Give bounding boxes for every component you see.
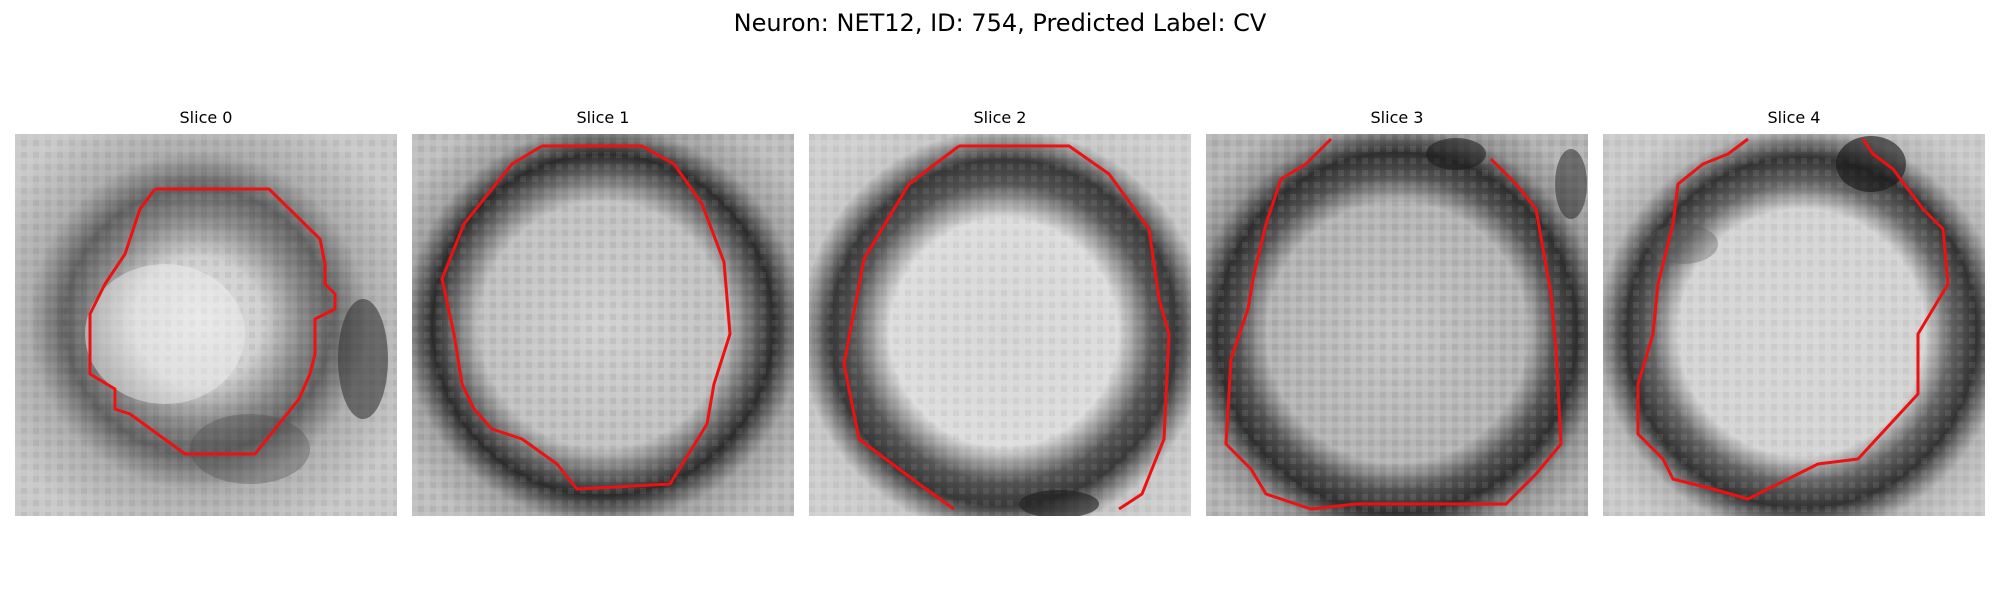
dark-region-0b bbox=[190, 414, 310, 484]
bright-center-0 bbox=[85, 264, 245, 404]
slice-texture-2 bbox=[809, 134, 1191, 516]
slice-image-3 bbox=[1206, 134, 1588, 516]
figure-title: Neuron: NET12, ID: 754, Predicted Label:… bbox=[733, 9, 1267, 37]
slice-image-4 bbox=[1603, 134, 1985, 516]
dark-region-3 bbox=[1426, 138, 1486, 170]
slice-title-0: Slice 0 bbox=[179, 108, 233, 127]
dark-region-3b bbox=[1555, 149, 1587, 219]
dark-region-4b bbox=[1648, 224, 1718, 264]
contour-2 bbox=[959, 144, 1171, 511]
slice-image-2 bbox=[809, 134, 1191, 516]
dark-region-0 bbox=[338, 299, 388, 419]
slice-texture-0 bbox=[15, 134, 397, 516]
dark-region-2 bbox=[1019, 490, 1099, 516]
slice-title-1: Slice 1 bbox=[576, 108, 630, 127]
slice-image-1 bbox=[412, 134, 794, 516]
contour-1 bbox=[440, 144, 732, 491]
slice-texture-1 bbox=[412, 134, 794, 516]
slice-texture-4 bbox=[1603, 134, 1985, 516]
contour-0 bbox=[88, 187, 337, 456]
contour-2-b bbox=[842, 144, 960, 511]
slice-title-3: Slice 3 bbox=[1370, 108, 1424, 127]
slice-panel-2: Slice 2 bbox=[809, 108, 1191, 516]
slice-panel-1: Slice 1 bbox=[412, 108, 794, 516]
slice-title-2: Slice 2 bbox=[973, 108, 1027, 127]
slice-title-4: Slice 4 bbox=[1767, 108, 1821, 127]
contour-4 bbox=[1636, 137, 1950, 501]
contour-3 bbox=[1224, 137, 1563, 511]
dark-region-4 bbox=[1836, 136, 1906, 192]
slice-panel-4: Slice 4 bbox=[1603, 108, 1985, 516]
slice-panel-0: Slice 0 bbox=[15, 108, 397, 516]
slice-image-0 bbox=[15, 134, 397, 516]
slice-panel-3: Slice 3 bbox=[1206, 108, 1588, 516]
slice-texture-3 bbox=[1206, 134, 1588, 516]
